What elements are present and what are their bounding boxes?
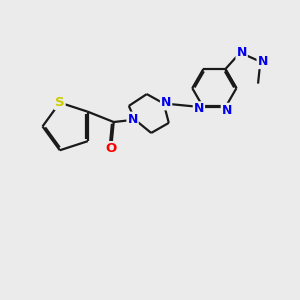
Text: N: N	[257, 55, 268, 68]
Text: S: S	[55, 96, 64, 109]
Text: N: N	[194, 102, 204, 115]
Text: N: N	[128, 112, 138, 126]
Text: O: O	[106, 142, 117, 155]
Text: N: N	[236, 46, 247, 59]
Text: N: N	[222, 104, 232, 117]
Text: N: N	[161, 96, 171, 110]
